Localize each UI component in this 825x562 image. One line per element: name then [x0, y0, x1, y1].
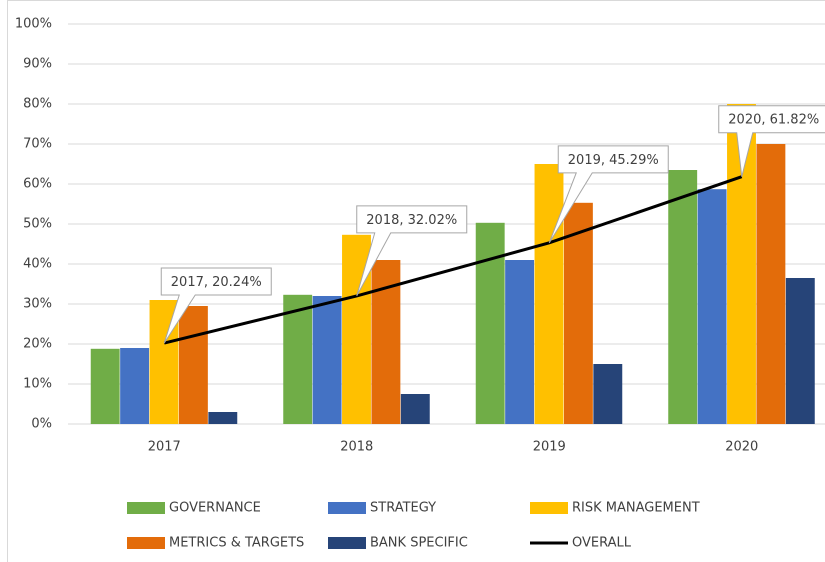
y-tick-label: 30%: [23, 297, 52, 312]
bar: [178, 306, 208, 424]
legend-label: GOVERNANCE: [169, 501, 261, 516]
data-label: 2019, 45.29%: [568, 153, 659, 168]
legend-swatch: [328, 537, 366, 549]
x-tick-label: 2020: [725, 440, 758, 455]
y-tick-label: 80%: [23, 97, 52, 112]
bar: [400, 394, 430, 424]
legend-label: STRATEGY: [370, 501, 436, 516]
x-tick-label: 2017: [148, 440, 181, 455]
bar: [120, 348, 150, 424]
bar: [593, 364, 623, 424]
y-tick-label: 20%: [23, 337, 52, 352]
y-tick-label: 60%: [23, 177, 52, 192]
callout-box: [160, 267, 272, 344]
bar: [283, 294, 313, 424]
y-tick-label: 70%: [23, 137, 52, 152]
legend-label: OVERALL: [572, 536, 632, 551]
data-label: 2017, 20.24%: [171, 275, 262, 290]
legend-label: RISK MANAGEMENT: [572, 501, 700, 516]
bar: [312, 296, 342, 424]
callout-box: [356, 205, 468, 297]
bar: [90, 348, 120, 424]
data-label: 2018, 32.02%: [366, 213, 457, 228]
legend-swatch: [328, 502, 366, 514]
y-tick-label: 0%: [31, 417, 52, 432]
callout-box: [718, 105, 825, 177]
legend-swatch: [530, 502, 568, 514]
bar: [505, 260, 535, 424]
legend-label: METRICS & TARGETS: [169, 536, 304, 551]
y-tick-label: 50%: [23, 217, 52, 232]
legend-label: BANK SPECIFIC: [370, 536, 468, 551]
bar: [668, 170, 698, 424]
callout-box: [548, 145, 669, 244]
y-tick-label: 40%: [23, 257, 52, 272]
bar: [534, 164, 564, 424]
x-tick-label: 2018: [340, 440, 373, 455]
y-tick-label: 10%: [23, 377, 52, 392]
bar: [475, 222, 505, 424]
x-tick-label: 2019: [533, 440, 566, 455]
bar: [563, 202, 593, 424]
legend-swatch: [127, 537, 165, 549]
bar: [697, 189, 727, 424]
bar: [785, 278, 815, 424]
data-label: 2020, 61.82%: [728, 113, 819, 128]
legend-swatch: [127, 502, 165, 514]
bar: [208, 412, 238, 424]
bar: [756, 144, 786, 424]
y-tick-label: 90%: [23, 57, 52, 72]
line-series: [163, 175, 743, 345]
y-tick-label: 100%: [15, 17, 52, 32]
